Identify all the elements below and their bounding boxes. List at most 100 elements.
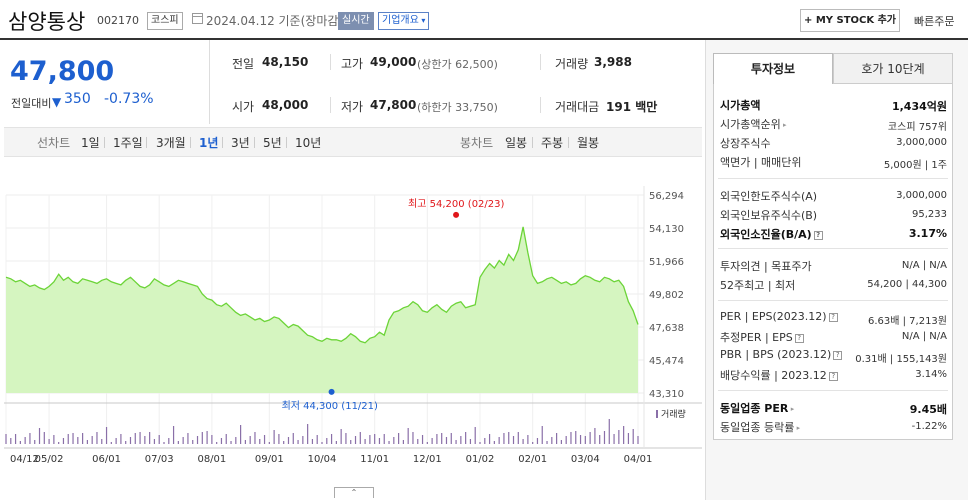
sector-per-label[interactable]: 동일업종 PER ▸ [720, 402, 795, 415]
line-chart-title: 선차트 [37, 136, 71, 150]
volume-bar [536, 438, 539, 444]
help-icon[interactable]: ? [828, 371, 838, 381]
volume-bar [450, 433, 452, 444]
y-tick-label: 51,966 [649, 257, 684, 268]
volume-bar [321, 442, 323, 444]
volume-bar [589, 432, 591, 444]
market-badge: 코스피 [147, 12, 183, 30]
volume-bar [5, 434, 7, 444]
candle-monthly[interactable]: 월봉 [577, 136, 600, 150]
volume-bar [584, 436, 586, 444]
volume-bar [201, 432, 203, 444]
prev-close-label: 전일 [232, 57, 255, 71]
pbr-bps-value: 0.31배 | 155,143원 [855, 354, 947, 365]
volume-bar [618, 430, 620, 444]
volume-bar [19, 441, 21, 444]
volume-bar [307, 424, 309, 444]
volume-bar [417, 439, 419, 444]
period-1d[interactable]: 1일 [81, 136, 100, 150]
volume-bar [421, 435, 424, 444]
volume-bar [96, 432, 98, 444]
volume-bar [139, 432, 141, 444]
tab-orderbook-10[interactable]: 호가 10단계 [833, 53, 953, 84]
volume-bar [340, 429, 342, 444]
price-panel [0, 40, 210, 124]
dividend-value: 3.14% [915, 369, 947, 380]
volume-bar [168, 438, 170, 444]
volume-bar [517, 432, 519, 444]
trade-value-label: 거래대금 [555, 100, 600, 114]
foreign-limit-label: 외국인한도주식수(A) [720, 190, 818, 203]
help-icon[interactable]: ? [794, 333, 804, 343]
divider [532, 137, 533, 148]
divider [718, 178, 948, 179]
volume-bar [72, 433, 74, 444]
volume-bar [163, 442, 165, 444]
volume-bar [623, 426, 625, 444]
divider [568, 137, 569, 148]
candle-weekly[interactable]: 주봉 [541, 136, 564, 150]
volume-bar [297, 440, 299, 444]
price-chart[interactable]: 56,294 54,130 51,966 49,802 47,638 45,474 43,3… [4, 186, 702, 476]
period-bar [4, 127, 702, 157]
divider [718, 390, 948, 391]
stock-header [0, 0, 968, 40]
foreign-ratio-label: 외국인소진율(B/A)? [720, 226, 823, 242]
listed-shares-label: 상장주식수 [720, 137, 771, 150]
volume-bar [608, 419, 610, 444]
volume-bar [637, 436, 639, 444]
help-icon[interactable]: ? [828, 312, 838, 322]
per-eps-label: PER | EPS(2023.12)? [720, 310, 838, 323]
add-mystock-button[interactable]: + MY STOCK 추가 [800, 9, 900, 32]
volume-bar [14, 434, 17, 444]
volume-bar [565, 436, 567, 444]
period-3m[interactable]: 3개월 [156, 136, 186, 150]
volume-bar [498, 437, 500, 444]
period-10y[interactable]: 10년 [295, 136, 322, 150]
volume-bar [508, 432, 510, 444]
volume-bar [187, 433, 189, 444]
sector-change-label[interactable]: 동일업종 등락률 ▸ [720, 421, 801, 434]
period-3y[interactable]: 3년 [231, 136, 250, 150]
stock-name: 삼양통상 [8, 10, 86, 34]
volume-bar [354, 436, 357, 444]
x-tick-label: 12/01 [413, 454, 442, 465]
period-5y[interactable]: 5년 [263, 136, 282, 150]
opinion-label: 투자의견 | 목표주가 [720, 260, 812, 273]
foreign-holding-label: 외국인보유주식수(B) [720, 209, 818, 222]
help-icon[interactable]: ? [813, 230, 823, 240]
volume-bar [532, 442, 534, 444]
company-overview-dropdown[interactable]: 기업개요 ▾ [378, 12, 430, 30]
volume-bar [503, 433, 505, 444]
volume-bar [254, 432, 256, 444]
volume-bar [240, 425, 242, 444]
volume-bar [38, 428, 41, 444]
y-tick-label: 47,638 [649, 323, 684, 334]
period-1w[interactable]: 1주일 [113, 136, 143, 150]
period-1y[interactable]: 1년 [199, 136, 219, 150]
per-eps-value: 6.63배 | 7,213원 [867, 316, 947, 327]
help-icon[interactable]: ? [833, 350, 843, 360]
company-overview-label: 기업개요 [382, 15, 419, 26]
chevron-up-icon[interactable]: ⌃ [334, 487, 374, 498]
x-tick-label: 08/01 [197, 454, 226, 465]
prev-close-value: 48,150 [262, 55, 309, 69]
volume-bar [311, 439, 314, 444]
foreign-holding-value: 95,233 [912, 209, 947, 220]
realtime-button[interactable]: 실시간 [338, 12, 374, 30]
candle-daily[interactable]: 일봉 [505, 136, 528, 150]
volume-bar [455, 440, 457, 444]
tab-investment-info[interactable]: 투자정보 [713, 53, 833, 84]
volume-bar [335, 441, 337, 444]
stock-code: 002170 [97, 14, 139, 27]
lower-limit: (하한가 33,750) [417, 101, 498, 114]
quick-order-link[interactable]: 빠른주문 [914, 15, 955, 28]
dividend-label: 배당수익률 | 2023.12? [720, 367, 838, 383]
volume-bar [594, 428, 596, 444]
triangle-right-icon: ▸ [780, 121, 787, 129]
market-cap-rank-label[interactable]: 시가총액순위 ▸ [720, 118, 787, 131]
volume-bar [211, 435, 213, 444]
volume-bar [134, 433, 136, 444]
volume-legend-swatch [656, 410, 658, 418]
high-label: 고가 [341, 57, 364, 71]
